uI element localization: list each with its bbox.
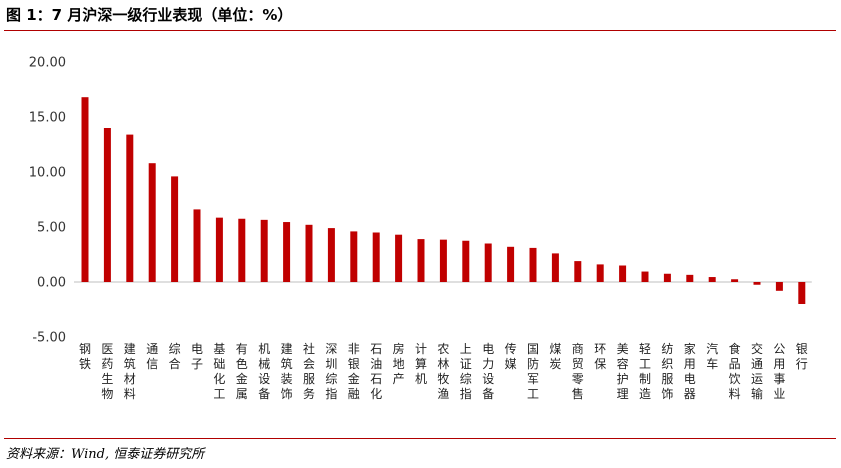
bar xyxy=(753,282,761,285)
category-label: 石油石化 xyxy=(370,342,382,401)
category-label: 交通运输 xyxy=(751,341,763,401)
category-label: 国防军工 xyxy=(527,342,539,401)
bar xyxy=(529,247,537,282)
category-label: 电子 xyxy=(191,342,203,371)
category-label: 建筑材料 xyxy=(124,342,136,401)
y-tick-label: 20.00 xyxy=(29,56,66,71)
bar xyxy=(686,274,694,282)
category-label: 有色金属 xyxy=(236,342,248,401)
category-label: 社会服务 xyxy=(303,341,315,401)
bar xyxy=(81,97,89,282)
bar xyxy=(193,209,201,282)
bar xyxy=(327,228,335,282)
y-tick-label: 10.00 xyxy=(29,166,66,181)
bar xyxy=(171,176,179,282)
bar xyxy=(238,218,246,282)
category-label: 传媒 xyxy=(505,341,517,371)
bar xyxy=(641,271,649,282)
category-label: 深圳综指 xyxy=(325,342,337,401)
category-label: 通信 xyxy=(146,342,158,371)
category-label: 农林牧渔 xyxy=(437,342,449,401)
bar xyxy=(798,282,806,304)
bar xyxy=(775,282,783,291)
bar xyxy=(148,163,156,282)
category-label: 环保 xyxy=(594,342,606,371)
bar xyxy=(215,217,223,282)
category-label: 纺织服饰 xyxy=(661,342,673,401)
category-label: 上证综指 xyxy=(460,342,472,401)
bar xyxy=(126,134,134,282)
category-label: 钢铁 xyxy=(79,342,91,371)
category-label: 汽车 xyxy=(706,341,718,371)
bar xyxy=(484,243,492,282)
title-divider xyxy=(4,30,836,31)
chart-title: 图 1：7 月沪深一级行业表现（单位：%） xyxy=(6,6,293,24)
category-label: 综合 xyxy=(169,342,181,371)
bar xyxy=(551,253,559,282)
category-label: 公用事业 xyxy=(773,342,785,401)
category-label: 家用电器 xyxy=(684,341,696,401)
category-label: 建筑装饰 xyxy=(281,342,293,401)
bar xyxy=(350,231,358,282)
category-label: 医药生物 xyxy=(101,342,113,401)
category-label: 电力设备 xyxy=(482,342,494,401)
bar xyxy=(708,277,716,282)
bar xyxy=(439,239,447,282)
bar xyxy=(596,264,604,282)
bar-series xyxy=(81,97,806,304)
y-tick-label: 5.00 xyxy=(37,221,66,236)
bar xyxy=(574,261,582,282)
category-label: 煤炭 xyxy=(549,342,561,371)
bar xyxy=(103,128,111,282)
category-label: 商贸零售 xyxy=(572,341,584,401)
source-note: 资料来源：Wind, 恒泰证券研究所 xyxy=(6,447,205,462)
category-label: 轻工制造 xyxy=(639,342,651,401)
x-axis: 钢铁医药生物建筑材料通信综合电子基础化工有色金属机械设备建筑装饰社会服务深圳综指… xyxy=(79,341,808,401)
category-label: 机械设备 xyxy=(258,342,270,401)
category-label: 房地产 xyxy=(393,341,405,386)
bar xyxy=(462,240,470,282)
y-tick-label: -5.00 xyxy=(32,331,66,346)
y-tick-label: 15.00 xyxy=(29,111,66,126)
bar xyxy=(395,234,403,282)
bar xyxy=(283,222,291,282)
bar xyxy=(731,279,739,282)
y-tick-label: 0.00 xyxy=(37,276,66,291)
footer-divider xyxy=(4,438,836,439)
category-label: 美容护理 xyxy=(617,342,629,401)
bar xyxy=(507,246,515,282)
y-axis: 20.00 15.00 10.00 5.00 0.00 -5.00 xyxy=(29,56,66,346)
category-label: 银行 xyxy=(796,342,808,371)
bar xyxy=(619,265,627,282)
bar-chart: 20.00 15.00 10.00 5.00 0.00 -5.00 钢铁医药生物建筑材料通… xyxy=(29,56,812,401)
category-label: 计算机 xyxy=(415,342,427,386)
bar xyxy=(663,273,671,282)
bar xyxy=(417,239,425,282)
bar xyxy=(260,219,268,282)
category-label: 食品饮料 xyxy=(729,341,741,401)
category-label: 非银金融 xyxy=(348,342,360,401)
category-label: 基础化工 xyxy=(213,342,225,401)
bar xyxy=(305,224,313,282)
bar xyxy=(372,232,380,282)
